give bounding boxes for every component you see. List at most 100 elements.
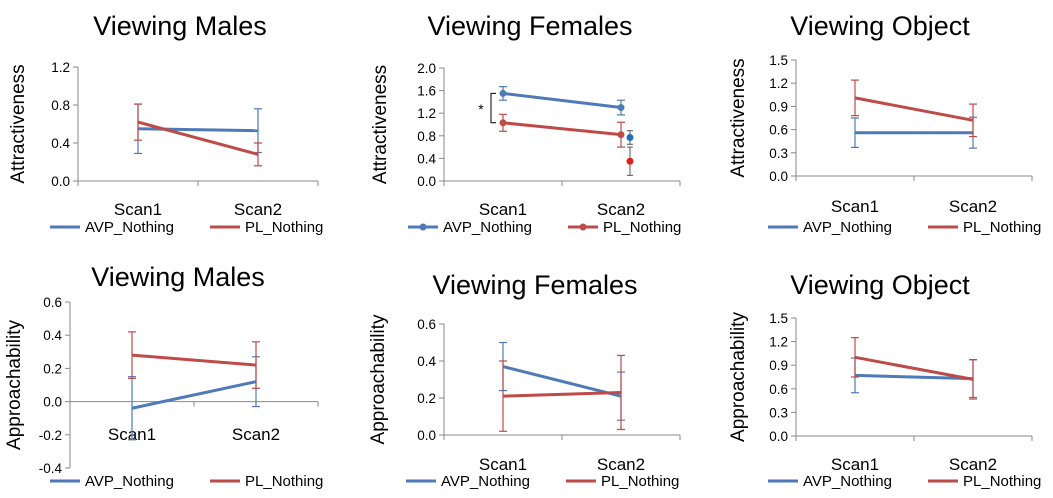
chart-title: Viewing Object: [790, 11, 970, 41]
x-tick-label: Scan2: [949, 197, 997, 216]
legend-label-avp: AVP_Nothing: [441, 473, 530, 490]
y-tick-label: 0.8: [417, 129, 436, 144]
y-tick-label: 0.2: [417, 391, 436, 406]
y-axis-label: Approachability: [728, 312, 749, 442]
legend-label-pl: PL_Nothing: [963, 473, 1041, 490]
legend: AVP_Nothing PL_Nothing: [50, 473, 323, 490]
x-tick-label: Scan1: [114, 200, 162, 219]
legend: AVP_Nothing PL_Nothing: [50, 219, 323, 236]
y-tick-label: 1.2: [417, 106, 436, 121]
chart-panel-2: Viewing Females Attractiveness 0.0 0.4 0.8 1.…: [370, 11, 681, 236]
y-axis-label: Approachability: [4, 320, 25, 450]
series-line-avp: [502, 365, 622, 398]
y-tick-label: 0.4: [417, 151, 436, 166]
extra-point-avp: [626, 133, 634, 141]
y-tick-label: 0.9: [769, 358, 788, 373]
data-point-pl: [499, 119, 507, 127]
chart-title: Viewing Males: [93, 11, 267, 41]
y-tick-label: 1.5: [769, 53, 788, 68]
y-tick-label: 0.3: [769, 146, 788, 161]
legend: AVP_Nothing PL_Nothing: [768, 473, 1041, 490]
legend-label-pl: PL_Nothing: [245, 219, 323, 236]
y-tick-label: 0.6: [43, 295, 62, 310]
y-tick-label: 0.6: [769, 382, 788, 397]
y-tick-label: 1.6: [417, 84, 436, 99]
x-tick-label: Scan1: [479, 455, 527, 474]
x-tick-label: Scan2: [949, 455, 997, 474]
legend: AVP_Nothing PL_Nothing: [408, 219, 681, 236]
y-axis-label: Approachability: [368, 314, 389, 444]
y-tick-label: 0.0: [769, 429, 788, 444]
series-line-avp: [137, 127, 259, 133]
legend: AVP_Nothing PL_Nothing: [406, 473, 679, 490]
chart-panel-5: Viewing Females Approachability 0.0 0.2 0.4 0…: [368, 270, 681, 490]
chart-panel-3: Viewing Object Attractiveness 0.0 0.3 0.6 0.9…: [728, 11, 1041, 236]
y-tick-label: 0.4: [417, 354, 436, 369]
y-tick-label: 1.2: [769, 76, 788, 91]
y-tick-label: 1.2: [51, 60, 70, 75]
significance-bracket: [490, 92, 496, 124]
chart-title: Viewing Females: [432, 270, 637, 300]
series-line-pl: [854, 355, 974, 381]
x-tick-label: Scan1: [479, 200, 527, 219]
data-point-pl: [617, 131, 625, 139]
series-line-avp: [131, 380, 257, 410]
y-tick-label: 0.6: [769, 123, 788, 138]
y-tick-label: 0.4: [43, 328, 62, 343]
x-tick-label: Scan1: [831, 455, 879, 474]
chart-panel-6: Viewing Object Approachability 0.0 0.3 0.6 0.…: [728, 270, 1041, 490]
chart-title: Viewing Females: [427, 11, 632, 41]
y-tick-label: 0.9: [769, 99, 788, 114]
legend-label-pl: PL_Nothing: [603, 219, 681, 236]
y-tick-label: 0.4: [51, 136, 70, 151]
y-tick-label: -0.2: [39, 428, 62, 443]
series-line-pl: [502, 121, 622, 137]
legend: AVP_Nothing PL_Nothing: [768, 219, 1041, 236]
y-tick-label: 1.2: [769, 335, 788, 350]
y-tick-label: 0.2: [43, 361, 62, 376]
x-tick-label: Scan2: [597, 455, 645, 474]
chart-panel-4: Viewing Males Approachability -0.4 -0.2 0.0 0…: [4, 262, 323, 490]
chart-panel-1: Viewing Males Attractiveness 0.0 0.4 0.8 1.2 S…: [8, 11, 323, 236]
series-line-pl: [137, 120, 259, 156]
y-tick-label: 0.6: [417, 317, 436, 332]
y-tick-label: 0.0: [51, 174, 70, 189]
data-point-avp: [499, 89, 507, 97]
legend-label-avp: AVP_Nothing: [85, 219, 174, 236]
chart-title: Viewing Males: [91, 262, 265, 292]
y-tick-label: 0.3: [769, 405, 788, 420]
chart-title: Viewing Object: [790, 270, 970, 300]
x-tick-label: Scan2: [597, 200, 645, 219]
y-axis-label: Attractiveness: [370, 65, 391, 184]
series-line-pl: [854, 96, 974, 122]
y-tick-label: 0.8: [51, 98, 70, 113]
y-axis-label: Attractiveness: [8, 64, 29, 183]
legend-label-avp: AVP_Nothing: [803, 219, 892, 236]
legend-label-pl: PL_Nothing: [245, 473, 323, 490]
y-tick-label: 2.0: [417, 61, 436, 76]
y-tick-label: -0.4: [39, 461, 63, 476]
data-point-avp: [617, 104, 625, 112]
series-line-pl: [502, 390, 622, 398]
y-tick-label: 0.0: [43, 395, 62, 410]
series-line-pl: [131, 353, 257, 367]
significance-marker: *: [478, 101, 484, 117]
extra-point-pl: [626, 157, 634, 165]
x-tick-label: Scan1: [831, 197, 879, 216]
legend-label-avp: AVP_Nothing: [443, 219, 532, 236]
legend-label-avp: AVP_Nothing: [803, 473, 892, 490]
legend-label-pl: PL_Nothing: [963, 219, 1041, 236]
y-tick-label: 0.0: [417, 428, 436, 443]
series-line-avp: [854, 373, 974, 381]
legend-marker-pl: [579, 223, 587, 231]
legend-marker-avp: [419, 223, 427, 231]
legend-label-pl: PL_Nothing: [601, 473, 679, 490]
y-tick-label: 0.0: [769, 169, 788, 184]
y-axis-label: Attractiveness: [728, 58, 749, 177]
x-tick-label: Scan2: [232, 425, 280, 444]
series-line-avp: [502, 91, 622, 110]
x-tick-label: Scan2: [234, 200, 282, 219]
legend-label-avp: AVP_Nothing: [85, 473, 174, 490]
y-tick-label: 0.0: [417, 174, 436, 189]
